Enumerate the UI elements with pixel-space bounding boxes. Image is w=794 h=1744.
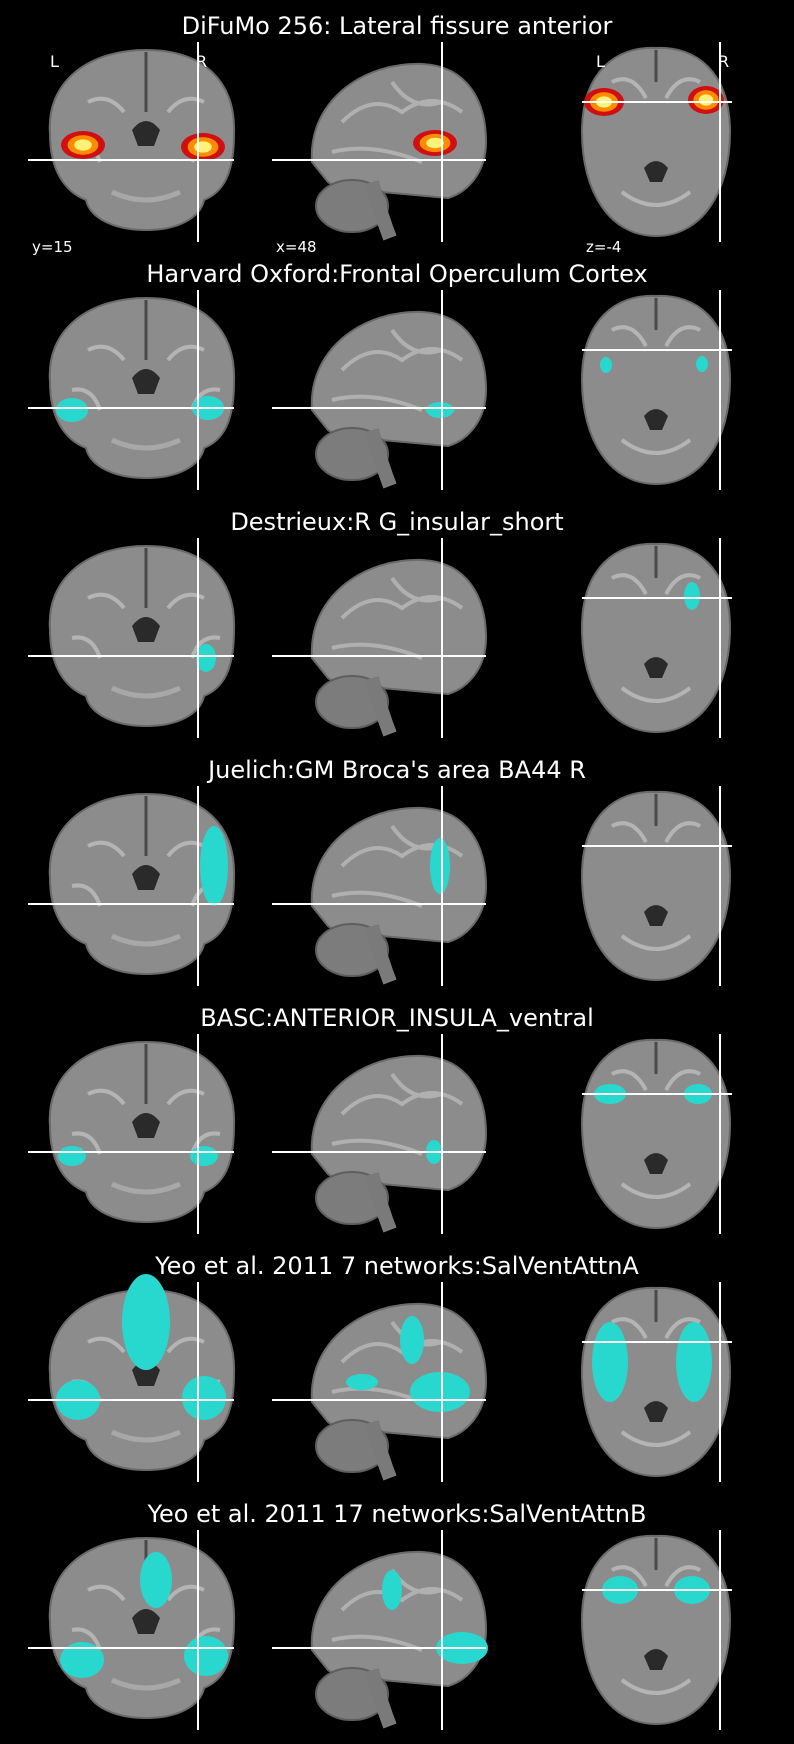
row-title: Juelich:GM Broca's area BA44 R [208,756,586,784]
activation-blob-peak [698,94,714,106]
row-title: Destrieux:R G_insular_short [230,508,564,536]
sagittal-view [272,538,507,748]
coronal-view [28,1034,263,1244]
sagittal-view [272,1530,507,1740]
axial-view [580,1282,794,1492]
atlas-region-blob [400,1316,424,1364]
axial-view [580,1034,794,1244]
coronal-brain-slice [48,792,236,976]
right-orientation-label: R [718,52,730,71]
atlas-row: Destrieux:R G_insular_short [0,504,794,752]
right-orientation-label: R [196,52,208,71]
atlas-region-blob [200,826,228,906]
atlas-region-blob [600,357,612,373]
sagittal-brain-slice [310,1054,488,1233]
coronal-brain-slice [48,1040,236,1224]
atlas-region-blob [190,1146,218,1166]
atlas-region-blob [430,838,450,894]
row-title: BASC:ANTERIOR_INSULA_ventral [200,1004,594,1032]
atlas-region-blob [140,1552,172,1608]
left-orientation-label: L [596,52,605,71]
coronal-view [28,786,263,996]
atlas-region-blob [182,1376,226,1420]
axial-view [580,1530,794,1740]
axial-brain-slice [580,542,732,734]
atlas-region-blob [426,402,454,418]
sagittal-coordinate-label: x=48 [276,238,317,256]
axial-coordinate-label: z=-4 [586,238,622,256]
atlas-row: BASC:ANTERIOR_INSULA_ventral [0,1000,794,1248]
atlas-region-blob [60,1642,104,1678]
atlas-row: Yeo et al. 2011 17 networks:SalVentAttnB [0,1496,794,1744]
axial-brain-slice [580,294,732,486]
coronal-view [28,1530,263,1740]
coronal-view [28,290,263,500]
coronal-brain-slice [48,544,236,728]
coronal-brain-slice [48,296,236,480]
atlas-region-blob [184,1636,228,1676]
axial-brain-slice [580,1534,732,1726]
row-title: Harvard Oxford:Frontal Operculum Cortex [146,260,648,288]
sagittal-view [272,786,507,996]
axial-brain-slice [580,46,732,238]
axial-view [580,290,794,500]
activation-blob-peak [194,141,212,153]
activation-blob-peak [426,137,444,149]
sagittal-brain-slice [310,806,488,985]
sagittal-view: x=48 [272,42,507,256]
atlas-region-blob [676,1322,712,1402]
coronal-view [28,1274,263,1492]
atlas-region-blob [346,1374,378,1390]
atlas-row: Juelich:GM Broca's area BA44 R [0,752,794,1000]
coronal-brain-slice [48,1536,236,1720]
sagittal-brain-slice [310,558,488,737]
sagittal-brain-slice [310,62,488,241]
atlas-region-blob [410,1372,470,1412]
atlas-row: Yeo et al. 2011 7 networks:SalVentAttnA [0,1248,794,1496]
atlas-region-blob [592,1322,628,1402]
sagittal-view [272,1034,507,1244]
atlas-region-blob [56,398,88,422]
row-title: Yeo et al. 2011 17 networks:SalVentAttnB [147,1500,647,1528]
atlas-region-blob [382,1570,402,1610]
atlas-region-blob [696,356,708,372]
sagittal-view [272,1282,507,1492]
atlas-region-blob [684,582,700,610]
axial-brain-slice [580,1038,732,1230]
left-orientation-label: L [50,52,59,71]
axial-view [580,786,794,996]
axial-view [580,538,794,748]
coronal-view [28,538,263,748]
atlas-region-blob [122,1274,170,1370]
row-title: DiFuMo 256: Lateral fissure anterior [181,12,613,40]
coronal-coordinate-label: y=15 [32,238,73,256]
row-title: Yeo et al. 2011 7 networks:SalVentAttnA [155,1252,639,1280]
atlas-region-blob [58,1146,86,1166]
sagittal-view [272,290,507,500]
sagittal-brain-slice [310,310,488,489]
atlas-region-blob [196,644,216,672]
axial-brain-slice [580,790,732,982]
atlas-row: Harvard Oxford:Frontal Operculum Cortex [0,256,794,504]
activation-blob-peak [74,139,92,151]
coronal-brain-slice [48,48,236,232]
